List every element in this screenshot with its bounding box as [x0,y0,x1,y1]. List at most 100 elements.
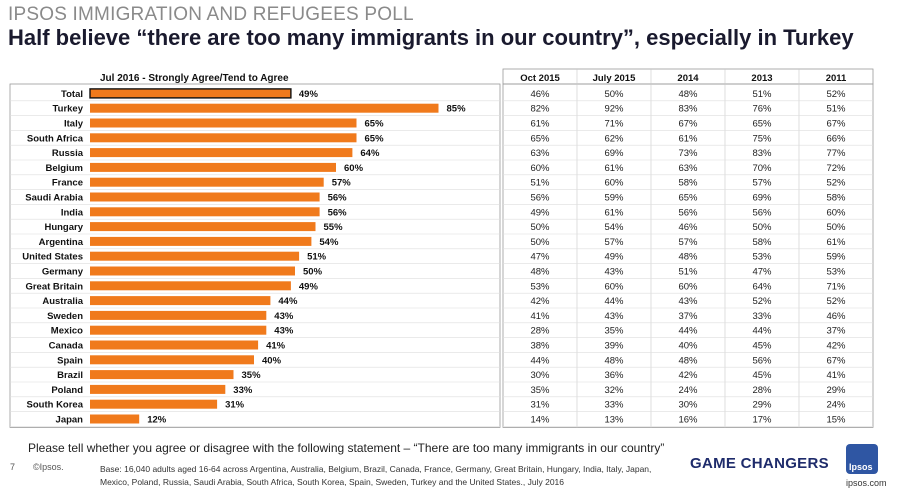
table-cell: 39% [604,341,624,352]
chart-title: Jul 2016 - Strongly Agree/Tend to Agree [100,73,289,84]
table-cell: 60% [826,207,846,218]
bar [90,162,336,172]
bar [90,325,267,335]
data-label: 56% [328,193,348,204]
table-cell: 51% [826,104,846,115]
table-cell: 29% [752,400,772,411]
table-cell: 69% [604,148,624,159]
table-cell: 50% [826,222,846,233]
category-label: Japan [56,415,84,426]
data-label: 33% [233,385,253,396]
table-cell: 65% [752,119,772,130]
table-cell: 30% [530,370,550,381]
category-label: Germany [42,267,84,278]
table-cell: 58% [678,178,698,189]
ipsos-logo-icon [846,444,878,474]
bar [90,236,312,246]
table-cell: 29% [826,385,846,396]
table-column-header: July 2015 [593,73,636,84]
table-cell: 48% [530,267,550,278]
table-cell: 48% [678,252,698,263]
table-cell: 57% [678,237,698,248]
data-label: 55% [324,222,344,233]
table-cell: 59% [826,252,846,263]
bar [90,251,300,261]
table-cell: 82% [530,104,550,115]
category-label: Italy [64,119,84,130]
table-cell: 66% [826,133,846,144]
table-cell: 48% [604,355,624,366]
category-label: France [52,178,83,189]
table-cell: 73% [678,148,698,159]
table-cell: 41% [826,370,846,381]
table-cell: 33% [604,400,624,411]
category-label: Mexico [51,326,83,337]
bar [90,399,218,409]
table-cell: 33% [752,311,772,322]
table-cell: 52% [826,178,846,189]
bar [90,103,439,113]
table-cell: 42% [678,370,698,381]
bar [90,207,320,217]
table-cell: 30% [678,400,698,411]
category-label: Great Britain [25,281,83,292]
table-cell: 50% [752,222,772,233]
data-label: 60% [344,163,364,174]
table-cell: 83% [752,148,772,159]
category-label: Poland [51,385,83,396]
survey-question: Please tell whether you agree or disagre… [28,441,665,455]
table-cell: 42% [826,341,846,352]
table-column-header: Oct 2015 [520,73,560,84]
table-cell: 59% [604,193,624,204]
data-label: 64% [360,148,380,159]
category-label: Turkey [53,104,84,115]
bar [90,148,353,158]
bar [90,310,267,320]
table-cell: 57% [752,178,772,189]
table-cell: 50% [530,237,550,248]
table-cell: 52% [826,89,846,100]
table-cell: 53% [752,252,772,263]
data-label: 41% [266,341,286,352]
table-cell: 76% [752,104,772,115]
table-cell: 46% [530,89,550,100]
data-label: 44% [278,296,298,307]
table-cell: 60% [604,178,624,189]
table-cell: 44% [678,326,698,337]
table-cell: 53% [530,281,550,292]
table-cell: 92% [604,104,624,115]
table-cell: 15% [826,415,846,426]
table-cell: 56% [752,355,772,366]
data-label: 54% [319,237,339,248]
table-cell: 60% [604,281,624,292]
table-cell: 24% [678,385,698,396]
category-label: Spain [57,355,83,366]
table-cell: 63% [530,148,550,159]
bar [90,177,324,187]
data-label: 56% [328,207,348,218]
table-cell: 49% [530,207,550,218]
data-label: 40% [262,355,282,366]
table-cell: 63% [678,163,698,174]
table-cell: 61% [826,237,846,248]
headline: Half believe “there are too many immigra… [8,25,854,50]
category-label: Belgium [46,163,83,174]
table-cell: 41% [530,311,550,322]
category-label: Hungary [44,222,83,233]
table-cell: 64% [752,281,772,292]
bar-panel-border [9,83,501,428]
table-cell: 65% [530,133,550,144]
data-label: 51% [307,252,327,263]
table-cell: 36% [604,370,624,381]
table-cell: 43% [678,296,698,307]
table-cell: 56% [752,207,772,218]
table-cell: 43% [604,311,624,322]
category-label: Argentina [39,237,84,248]
website-link[interactable]: ipsos.com [846,478,887,488]
table-cell: 58% [826,193,846,204]
table-cell: 61% [530,119,550,130]
category-label: Total [61,89,83,100]
table-cell: 44% [530,355,550,366]
data-label: 57% [332,178,352,189]
table-cell: 52% [752,296,772,307]
